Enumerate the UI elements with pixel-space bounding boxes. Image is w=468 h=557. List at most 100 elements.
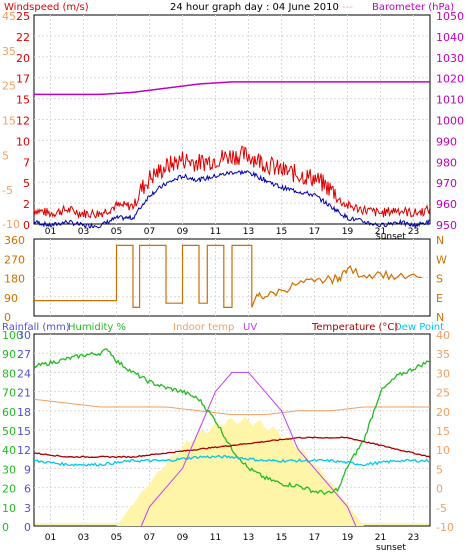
hour-tick-label: 09 [177,533,189,543]
legend-windspeed: Windspeed (m/s) [4,2,89,13]
legend-uv: UV [243,322,257,333]
hour-tick-label: 19 [342,227,354,237]
barometer-tick-label: 1030 [436,52,464,65]
temperature-tick-label: -10 [436,521,454,534]
barometer-tick-label: 1010 [436,94,464,107]
windspeed-tick-label: 0 [23,219,30,232]
beaufort-tick-label: 5 [2,149,9,162]
barometer-series [34,81,430,96]
rain-tick-label: 9 [24,463,31,476]
humidity-tick-label: 100 [2,329,23,342]
hour-tick-label: 21 [375,533,386,543]
hour-tick-label: 13 [243,227,254,237]
legend-dewpoint: Dew Point [394,322,444,333]
wind-beaufort-ticks: 45 35 25 15 5 -5 -10 [2,10,20,231]
hour-tick-label: 21 [375,227,386,237]
direction-degree-ticks: 360 270 180 90 0 [4,234,25,324]
hour-tick-label: 23 [408,533,419,543]
compass-tick-label: S [436,273,443,286]
rain-tick-label: 15 [17,425,31,438]
wind-panel-grid [34,15,430,224]
temperature-tick-label: 10 [436,444,450,457]
wind-panel-series [33,81,431,230]
humidity-tick-label: 10 [2,502,16,515]
beaufort-tick-label: 35 [2,45,16,58]
temperature-tick-label: 5 [436,463,443,476]
beaufort-tick-label: -10 [2,218,20,231]
hour-tick-label: 07 [144,227,155,237]
wind-hour-ticks: 01 03 05 07 09 11 13 15 17 19 21 23 [45,227,419,237]
windspeed-series [33,145,431,220]
rain-tick-label: 3 [24,502,31,515]
temperature-tick-label: 30 [436,367,450,380]
hour-tick-label: 03 [78,227,89,237]
humidity-tick-label: 40 [2,444,16,457]
hour-tick-label: 09 [177,227,189,237]
legend-barometer: Barometer (hPa) [372,2,454,13]
temperature-tick-label: 40 [436,329,450,342]
windspeed-tick-label: 20 [16,52,30,65]
temp-hour-ticks: 01 03 05 07 09 11 13 15 17 19 21 23 [45,533,419,543]
windspeed-tick-label: 25 [16,10,30,23]
rain-tick-label: 30 [17,329,31,342]
direction-tick-label: 360 [4,234,25,247]
barometer-tick-label: 1000 [436,115,464,128]
rain-tick-label: 0 [24,521,31,534]
solar-baseline [35,523,429,525]
rain-tick-label: 12 [17,444,31,457]
temperature-tick-label: 25 [436,387,450,400]
humidity-tick-label: 80 [2,367,16,380]
hour-tick-label: 15 [276,533,287,543]
legend-indoor: Indoor temp [173,322,234,333]
hour-tick-label: 11 [210,227,221,237]
humidity-tick-label: 20 [2,483,16,496]
barometer-tick-label: 1050 [436,10,464,23]
rain-tick-label: 24 [17,367,31,380]
barometer-tick-label: 1040 [436,31,464,44]
hour-tick-label: 05 [111,533,122,543]
hour-tick-label: 05 [111,227,122,237]
temp-panel-grid [34,334,430,526]
sunset-label-bottom: sunset [376,543,406,553]
windspeed-tick-label: 7 [23,156,30,169]
rain-tick-label: 21 [17,387,31,400]
compass-tick-label: E [436,292,443,305]
legend-rainfall: Rainfall (mm) [2,322,70,333]
windspeed-tick-label: 17 [16,73,30,86]
compass-tick-label: N [436,311,444,324]
temperature-tick-label: 20 [436,406,450,419]
barometer-tick-label: 950 [436,219,457,232]
rain-tick-label: 6 [24,483,31,496]
humidity-tick-label: 90 [2,348,16,361]
hour-tick-label: 07 [144,533,155,543]
indoor-temp-series [33,398,430,416]
barometer-tick-label: 970 [436,177,457,190]
hour-tick-label: 19 [342,533,354,543]
rain-tick-label: 18 [17,406,31,419]
humidity-tick-label: 50 [2,425,16,438]
wind-average-series [33,169,431,230]
barometer-tick-label: 990 [436,135,457,148]
rain-tick-label: 27 [17,348,31,361]
compass-tick-label: W [436,253,447,266]
hour-tick-label: 17 [309,533,320,543]
beaufort-tick-label: 45 [2,10,16,23]
dewpoint-series [33,454,431,467]
windspeed-tick-label: 22 [16,31,30,44]
hour-tick-label: 23 [408,227,419,237]
humidity-tick-label: 30 [2,463,16,476]
temperature-tick-label: 35 [436,348,450,361]
barometer-tick-label: 980 [436,156,457,169]
legend-humidity: Humidity % [68,322,126,333]
windspeed-tick-label: 10 [16,135,30,148]
direction-tick-label: 0 [4,311,11,324]
hour-tick-label: 01 [45,533,56,543]
sunset-label-top: sunset [376,232,406,242]
direction-tick-label: 270 [4,253,25,266]
